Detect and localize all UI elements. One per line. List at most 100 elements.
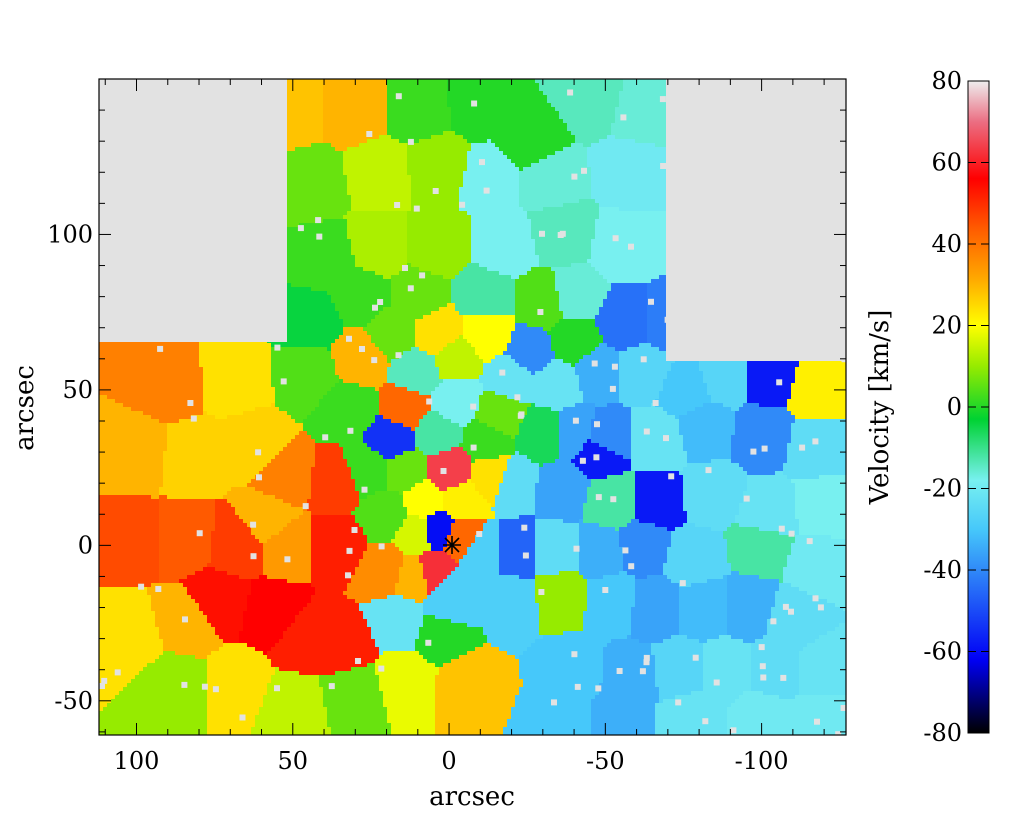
velocity-pixel bbox=[419, 135, 424, 140]
velocity-pixel bbox=[659, 175, 664, 180]
velocity-pixel bbox=[535, 79, 540, 84]
velocity-pixel bbox=[655, 103, 660, 108]
velocity-pixel bbox=[355, 87, 360, 92]
velocity-pixel bbox=[323, 119, 328, 124]
velocity-pixel bbox=[647, 175, 652, 180]
velocity-pixel bbox=[331, 163, 336, 168]
velocity-pixel bbox=[655, 91, 660, 96]
velocity-pixel bbox=[479, 143, 484, 148]
velocity-pixel bbox=[299, 107, 304, 112]
velocity-pixel bbox=[331, 91, 336, 96]
velocity-pixel bbox=[335, 175, 340, 180]
velocity-pixel bbox=[603, 115, 608, 120]
velocity-pixel bbox=[411, 87, 416, 92]
velocity-pixel bbox=[559, 127, 564, 132]
velocity-pixel bbox=[627, 79, 632, 84]
velocity-pixel bbox=[575, 123, 580, 128]
velocity-pixel bbox=[475, 167, 480, 172]
velocity-pixel bbox=[403, 183, 408, 188]
velocity-pixel bbox=[407, 91, 412, 96]
velocity-pixel bbox=[491, 127, 496, 132]
velocity-pixel bbox=[539, 155, 544, 160]
velocity-pixel bbox=[303, 95, 308, 100]
velocity-pixel bbox=[639, 179, 644, 184]
velocity-pixel bbox=[559, 171, 564, 176]
velocity-pixel bbox=[631, 135, 636, 140]
velocity-pixel bbox=[439, 163, 444, 168]
velocity-pixel bbox=[335, 183, 340, 188]
velocity-pixel bbox=[547, 147, 552, 152]
velocity-pixel bbox=[355, 103, 360, 108]
velocity-pixel bbox=[631, 171, 636, 176]
velocity-pixel bbox=[587, 151, 592, 156]
velocity-pixel bbox=[431, 87, 436, 92]
velocity-pixel bbox=[575, 139, 580, 144]
velocity-pixel bbox=[659, 119, 664, 124]
velocity-pixel bbox=[287, 99, 292, 104]
velocity-pixel bbox=[619, 91, 624, 96]
velocity-pixel bbox=[347, 139, 352, 144]
velocity-pixel bbox=[327, 135, 332, 140]
velocity-pixel bbox=[347, 159, 352, 164]
velocity-pixel bbox=[631, 131, 636, 136]
velocity-pixel bbox=[431, 151, 436, 156]
velocity-pixel bbox=[511, 167, 516, 172]
velocity-pixel bbox=[419, 147, 424, 152]
velocity-pixel bbox=[615, 95, 620, 100]
velocity-pixel bbox=[427, 131, 432, 136]
velocity-pixel bbox=[583, 139, 588, 144]
velocity-pixel bbox=[615, 179, 620, 184]
velocity-pixel bbox=[463, 139, 468, 144]
velocity-pixel bbox=[639, 79, 644, 84]
velocity-pixel bbox=[331, 115, 336, 120]
velocity-pixel bbox=[591, 79, 596, 84]
velocity-pixel bbox=[443, 139, 448, 144]
velocity-pixel bbox=[575, 83, 580, 88]
velocity-pixel bbox=[311, 103, 316, 108]
velocity-pixel bbox=[435, 83, 440, 88]
velocity-pixel bbox=[411, 131, 416, 136]
velocity-pixel bbox=[587, 107, 592, 112]
velocity-pixel bbox=[523, 91, 528, 96]
velocity-pixel bbox=[655, 111, 660, 116]
velocity-pixel bbox=[515, 123, 520, 128]
velocity-pixel bbox=[315, 87, 320, 92]
velocity-pixel bbox=[355, 131, 360, 136]
velocity-pixel bbox=[471, 159, 476, 164]
velocity-pixel bbox=[367, 143, 372, 148]
velocity-pixel bbox=[363, 151, 368, 156]
velocity-pixel bbox=[387, 151, 392, 156]
velocity-pixel bbox=[603, 139, 608, 144]
velocity-pixel bbox=[387, 147, 392, 152]
velocity-pixel bbox=[407, 151, 412, 156]
velocity-pixel bbox=[411, 155, 416, 160]
velocity-pixel bbox=[495, 83, 500, 88]
velocity-pixel bbox=[647, 115, 652, 120]
velocity-pixel bbox=[299, 147, 304, 152]
velocity-pixel bbox=[539, 83, 544, 88]
velocity-pixel bbox=[499, 135, 504, 140]
velocity-pixel bbox=[607, 147, 612, 152]
velocity-pixel bbox=[659, 83, 664, 88]
velocity-pixel bbox=[379, 183, 384, 188]
velocity-pixel bbox=[339, 135, 344, 140]
velocity-pixel bbox=[535, 87, 540, 92]
velocity-pixel bbox=[511, 183, 516, 188]
velocity-pixel bbox=[579, 79, 584, 84]
velocity-pixel bbox=[483, 135, 488, 140]
velocity-pixel bbox=[439, 147, 444, 152]
velocity-pixel bbox=[419, 107, 424, 112]
velocity-pixel bbox=[615, 155, 620, 160]
velocity-pixel bbox=[371, 111, 376, 116]
velocity-pixel bbox=[543, 143, 548, 148]
velocity-pixel bbox=[627, 167, 632, 172]
velocity-pixel bbox=[615, 111, 620, 116]
velocity-pixel bbox=[595, 171, 600, 176]
velocity-pixel bbox=[527, 179, 532, 184]
velocity-pixel bbox=[631, 83, 636, 88]
velocity-pixel bbox=[623, 79, 628, 84]
velocity-pixel bbox=[475, 179, 480, 184]
velocity-pixel bbox=[363, 95, 368, 100]
velocity-pixel bbox=[347, 127, 352, 132]
velocity-pixel bbox=[611, 163, 616, 168]
